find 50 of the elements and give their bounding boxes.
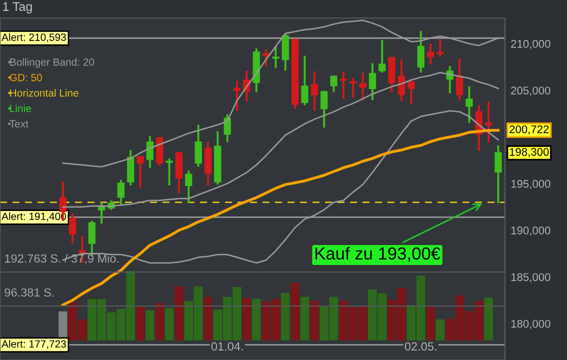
candlestick (456, 58, 464, 102)
candlestick (408, 80, 415, 106)
candlestick (282, 32, 289, 72)
ref-line-label: Alert: 177,723 (2, 340, 66, 349)
y-tick-label: 195,000 (511, 180, 550, 190)
candlestick (233, 80, 241, 112)
text: 198,300 (510, 148, 549, 158)
candlestick (262, 48, 270, 68)
chart-title: 1 Tag (3, 2, 32, 14)
candlestick (166, 157, 173, 186)
candlestick (320, 90, 328, 129)
x-tick-label: 02.05. (404, 342, 436, 351)
candlestick (350, 77, 357, 99)
candlestick (368, 62, 376, 102)
x-tick-label: 01.04. (211, 342, 243, 351)
y-tick-label: 180,000 (511, 320, 550, 330)
y2-tick-label: 96.381 S. (4, 288, 54, 297)
text: 200,722 (510, 125, 549, 135)
candlestick (340, 70, 347, 100)
candlestick (146, 135, 154, 169)
legend-label: GD: 50 (10, 74, 42, 82)
legend-label: Horizontal Line (10, 89, 78, 97)
text: Text (10, 120, 28, 128)
candlestick (466, 85, 473, 124)
candlestick (194, 124, 202, 168)
y-tick-label: 210,000 (511, 40, 550, 50)
y-tick-label: 205,000 (511, 86, 550, 96)
candlestick (485, 100, 492, 144)
candlestick (426, 42, 434, 66)
legend-label: Bollinger Band: 20 (10, 58, 94, 68)
y-tick-label: 190,000 (511, 226, 550, 236)
candlestick (398, 58, 406, 102)
candlestick (301, 54, 308, 106)
text: Linie (10, 104, 31, 112)
candlestick (436, 38, 444, 58)
candlestick (117, 178, 124, 206)
candlestick (69, 212, 76, 244)
candlestick (185, 170, 192, 204)
y2-tick-label: 192.763 S. (5, 254, 60, 263)
annotation: Kauf zu 193,00€ (316, 246, 440, 262)
candlestick (272, 45, 280, 69)
y-tick-label: 185,000 (511, 273, 550, 282)
candlestick (136, 156, 144, 190)
candlestick (417, 30, 424, 74)
candlestick (359, 72, 366, 102)
candlestick (378, 38, 386, 74)
candlestick (310, 70, 318, 112)
candlestick (330, 74, 338, 94)
ref-line-label: Alert: 210,593 (2, 33, 66, 42)
candlestick (494, 144, 502, 204)
